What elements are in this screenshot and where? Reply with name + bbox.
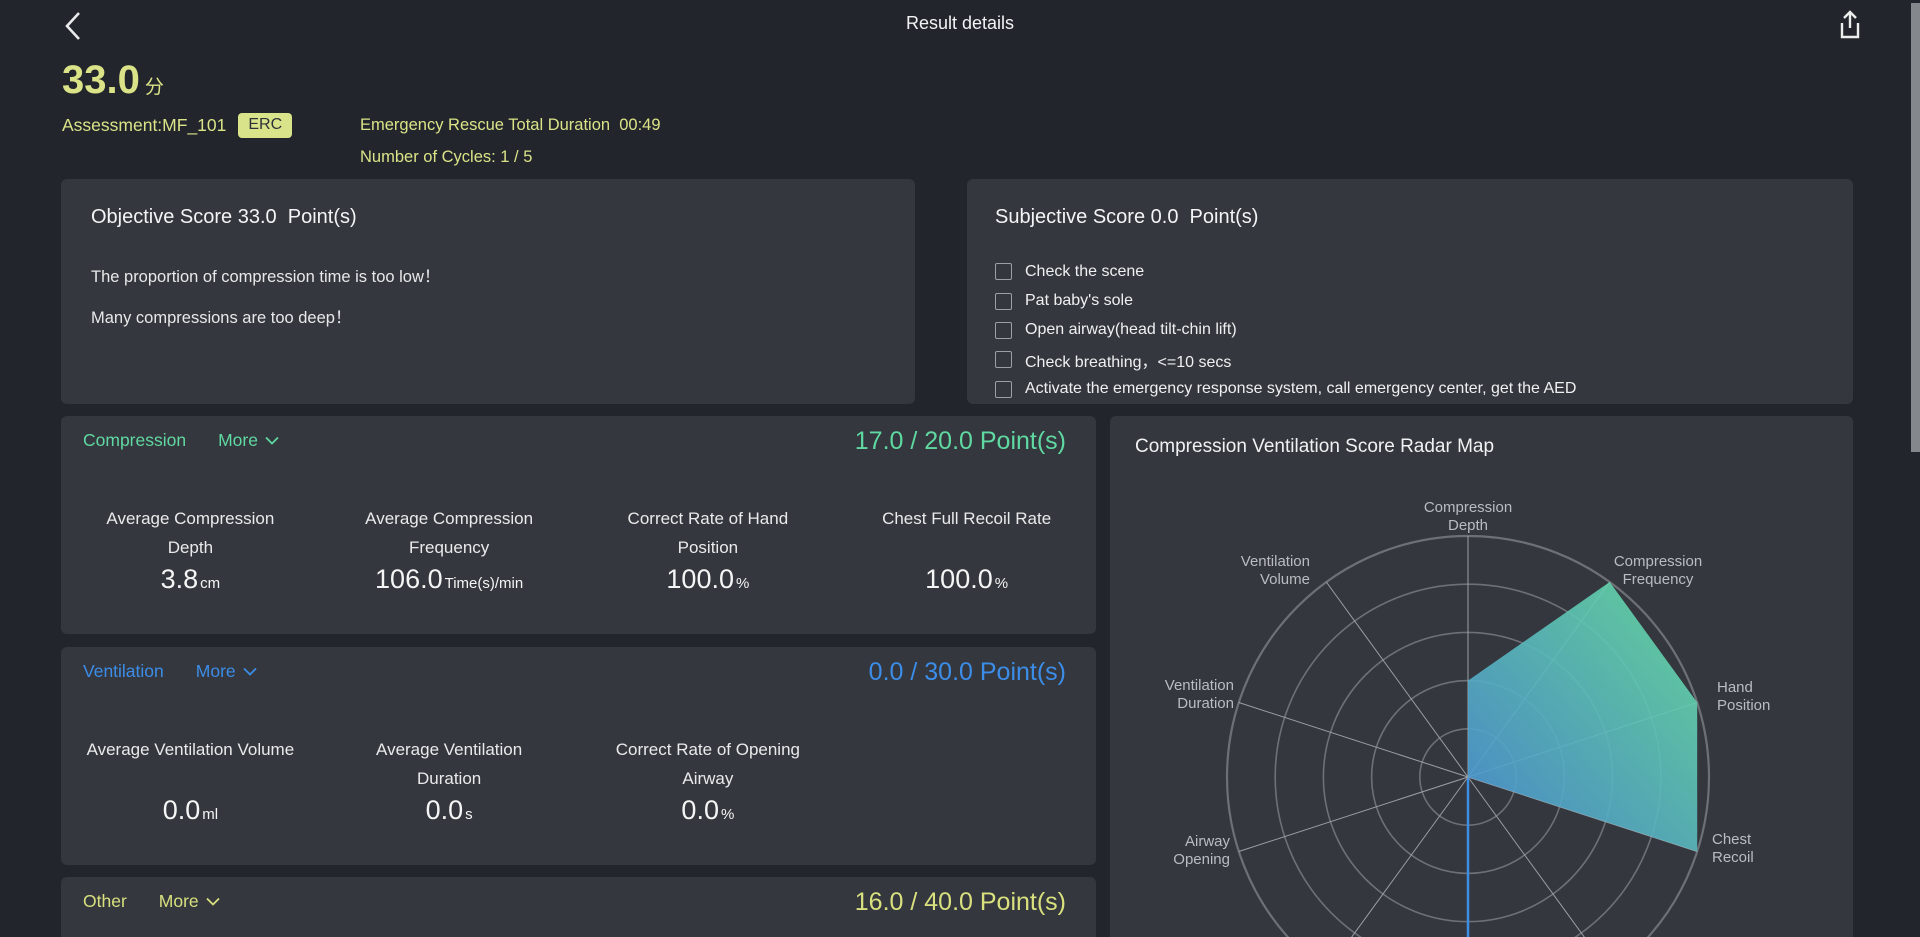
check-row: Check breathing，<=10 secs bbox=[995, 345, 1829, 374]
page-title: Result details bbox=[905, 13, 1015, 33]
check-label: Pat baby's sole bbox=[1025, 292, 1134, 310]
other-score: 16.0 / 40.0 Point(s) bbox=[854, 888, 1066, 916]
checkbox-unchecked[interactable] bbox=[995, 292, 1012, 310]
other-panel: Other More 16.0 / 40.0 Point(s) bbox=[61, 877, 1096, 937]
chevron-down-icon bbox=[243, 667, 257, 676]
radar-title: Compression Ventilation Score Radar Map bbox=[1135, 436, 1495, 457]
check-label: Activate the emergency response system, … bbox=[1025, 380, 1577, 398]
other-more-button[interactable]: More bbox=[159, 891, 220, 912]
check-label: Check the scene bbox=[1025, 262, 1145, 280]
objective-message: The proportion of compression time is to… bbox=[91, 268, 441, 286]
top-bar: Result details bbox=[0, 0, 1920, 50]
total-score-unit: 分 bbox=[144, 77, 164, 98]
total-score: 33.0 分 bbox=[62, 58, 164, 103]
check-label: Check breathing，<=10 secs bbox=[1025, 353, 1232, 371]
ventilation-panel: Ventilation More 0.0 / 30.0 Point(s) Ave… bbox=[61, 647, 1096, 865]
metric-hand-position-rate: Correct Rate of Hand Position 100.0% bbox=[627, 509, 789, 594]
subjective-score-panel: Subjective Score 0.0 Point(s) Check the … bbox=[967, 179, 1853, 404]
checkbox-unchecked[interactable] bbox=[995, 321, 1012, 339]
chevron-down-icon bbox=[206, 897, 220, 906]
check-row: Activate the emergency response system, … bbox=[995, 375, 1829, 404]
check-row: Open airway(head tilt-chin lift) bbox=[995, 316, 1829, 345]
metric-avg-ventilation-volume: Average Ventilation Volume 0.0 ml bbox=[86, 740, 295, 825]
compression-score: 17.0 / 20.0 Point(s) bbox=[854, 427, 1066, 455]
objective-message: Many compressions are too deep！ bbox=[91, 309, 352, 327]
metric-avg-compression-frequency: Average Compression Frequency 106.0 Time(… bbox=[365, 509, 534, 594]
check-label: Open airway(head tilt-chin lift) bbox=[1025, 321, 1237, 339]
compression-panel: Compression More 17.0 / 20.0 Point(s) Av… bbox=[61, 416, 1096, 634]
other-section-label: Other bbox=[83, 891, 127, 911]
checkbox-unchecked[interactable] bbox=[995, 263, 1012, 281]
assessment-line: Assessment:MF_101 ERC bbox=[62, 113, 293, 138]
check-row: Check the scene bbox=[995, 257, 1829, 286]
chevron-down-icon bbox=[265, 436, 279, 445]
assessment-label: Assessment:MF_101 bbox=[62, 115, 227, 135]
rescue-duration: Emergency Rescue Total Duration 00:49 bbox=[360, 116, 661, 134]
metric-opening-airway-rate: Correct Rate of Opening Airway 0.0% bbox=[615, 740, 800, 825]
cycles-count: Number of Cycles: 1 / 5 bbox=[360, 148, 533, 166]
more-label: More bbox=[195, 661, 236, 681]
checkbox-unchecked[interactable] bbox=[995, 380, 1012, 398]
vertical-scrollbar-thumb[interactable] bbox=[1911, 3, 1920, 452]
radar-panel: Compression Ventilation Score Radar Map … bbox=[1110, 416, 1853, 937]
compression-more-button[interactable]: More bbox=[218, 430, 279, 451]
ventilation-score: 0.0 / 30.0 Point(s) bbox=[868, 658, 1066, 686]
ventilation-section-label: Ventilation bbox=[83, 661, 164, 681]
more-label: More bbox=[158, 891, 199, 911]
subjective-checklist: Check the scene Pat baby's sole Open air… bbox=[995, 257, 1829, 404]
radar-chart: Compression Depth Compression Frequency Hand… bbox=[1165, 499, 1770, 937]
objective-score-title: Objective Score 33.0 Point(s) bbox=[91, 206, 357, 228]
objective-score-panel: Objective Score 33.0 Point(s) The propor… bbox=[61, 179, 915, 404]
export-icon[interactable] bbox=[1834, 8, 1866, 44]
checkbox-unchecked[interactable] bbox=[995, 351, 1012, 369]
erc-badge: ERC bbox=[238, 113, 293, 138]
more-label: More bbox=[218, 430, 258, 450]
compression-section-label: Compression bbox=[83, 430, 187, 450]
metric-avg-ventilation-duration: Average Ventilation Duration 0.0 s bbox=[376, 740, 523, 825]
check-row: Pat baby's sole bbox=[995, 286, 1829, 315]
metric-chest-recoil-rate: Chest Full Recoil Rate 100.0% bbox=[882, 509, 1052, 594]
subjective-score-title: Subjective Score 0.0 Point(s) bbox=[995, 206, 1259, 228]
ventilation-more-button[interactable]: More bbox=[196, 661, 257, 682]
back-icon[interactable] bbox=[60, 9, 86, 43]
metric-avg-compression-depth: Average Compression Depth 3.8 cm bbox=[106, 509, 275, 594]
total-score-value: 33.0 bbox=[62, 58, 140, 102]
